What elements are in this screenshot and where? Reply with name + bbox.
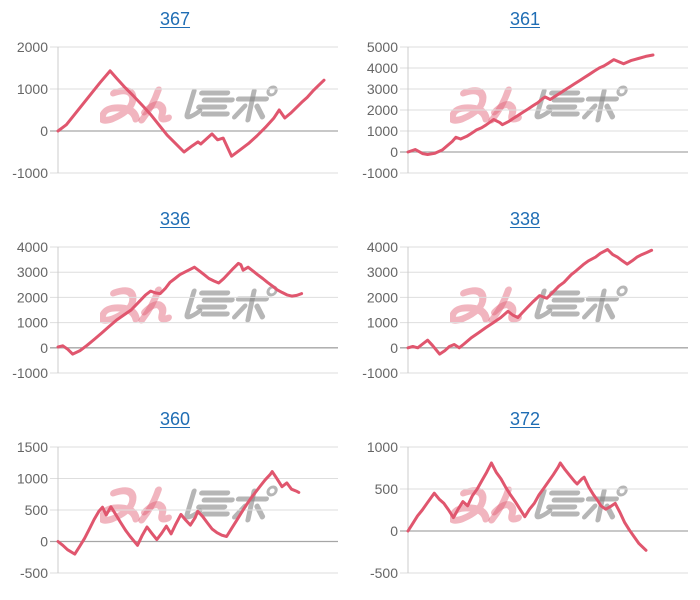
payout-line-series xyxy=(56,69,326,158)
y-axis-tick-label: -500 xyxy=(370,565,398,581)
y-axis-tick-label: 1500 xyxy=(17,439,48,455)
line-chart-336: 4000 3000 2000 1000 0 -1000 xyxy=(12,239,338,381)
y-axis-tick-label: -1000 xyxy=(362,165,398,181)
line-chart-338: 4000 3000 2000 1000 0 -1000 xyxy=(362,239,688,381)
chart-title-link-372[interactable]: 372 xyxy=(509,409,541,429)
y-axis-tick-label: -1000 xyxy=(12,165,48,181)
y-axis-tick-label: -500 xyxy=(20,565,48,581)
chart-cell-361: 361 5000 4000 3000 2000 1000 0 -1000 xyxy=(350,0,700,200)
chart-title-link-361[interactable]: 361 xyxy=(509,9,541,29)
y-axis-tick-label: 1000 xyxy=(17,81,48,97)
y-axis-tick-label: -1000 xyxy=(12,365,48,381)
chart-cell-338: 338 4000 3000 2000 1000 0 -1000 xyxy=(350,200,700,400)
y-axis-tick-label: 3000 xyxy=(17,264,48,280)
y-axis-tick-label: 0 xyxy=(390,340,398,356)
y-axis-tick-label: 500 xyxy=(25,502,49,518)
payout-line-series xyxy=(56,470,301,556)
y-axis-tick-label: 0 xyxy=(390,144,398,160)
line-chart-360: 1500 1000 500 0 -500 xyxy=(17,439,338,581)
y-axis-tick-label: 2000 xyxy=(367,102,398,118)
y-axis-tick-label: 1000 xyxy=(17,315,48,331)
y-axis-tick-label: 1000 xyxy=(367,439,398,455)
payout-line-series xyxy=(56,261,304,356)
chart-title-link-336[interactable]: 336 xyxy=(159,209,191,229)
line-chart-361: 5000 4000 3000 2000 1000 0 -1000 xyxy=(362,39,688,181)
y-axis-tick-label: 0 xyxy=(40,340,48,356)
y-axis-tick-label: 4000 xyxy=(17,239,48,255)
y-axis-tick-label: 0 xyxy=(390,523,398,539)
payout-line-series xyxy=(406,53,655,156)
y-axis-tick-label: -1000 xyxy=(362,365,398,381)
chart-cell-336: 336 4000 3000 2000 1000 0 -1000 xyxy=(0,200,350,400)
chart-cell-372: 372 1000 500 0 -500 xyxy=(350,400,700,600)
y-axis-tick-label: 1000 xyxy=(367,123,398,139)
y-axis-tick-label: 2000 xyxy=(17,39,48,55)
y-axis-tick-label: 2000 xyxy=(17,289,48,305)
chart-title-link-338[interactable]: 338 xyxy=(509,209,541,229)
y-axis-tick-label: 0 xyxy=(40,123,48,139)
y-axis-tick-label: 4000 xyxy=(367,239,398,255)
line-chart-367: 2000 1000 0 -1000 xyxy=(12,39,338,181)
payout-line-series xyxy=(406,461,648,552)
y-axis-tick-label: 500 xyxy=(375,481,399,497)
y-axis-tick-label: 3000 xyxy=(367,264,398,280)
chart-title-link-367[interactable]: 367 xyxy=(159,9,191,29)
y-axis-tick-label: 0 xyxy=(40,534,48,550)
y-axis-tick-label: 1000 xyxy=(367,315,398,331)
chart-title-link-360[interactable]: 360 xyxy=(159,409,191,429)
payout-line-series xyxy=(406,248,654,356)
y-axis-tick-label: 3000 xyxy=(367,81,398,97)
y-axis-tick-label: 2000 xyxy=(367,289,398,305)
chart-cell-360: 360 1500 1000 500 0 -500 xyxy=(0,400,350,600)
line-chart-372: 1000 500 0 -500 xyxy=(367,439,688,581)
chart-cell-367: 367 2000 1000 0 -1000 xyxy=(0,0,350,200)
y-axis-tick-label: 4000 xyxy=(367,60,398,76)
y-axis-tick-label: 1000 xyxy=(17,471,48,487)
y-axis-tick-label: 5000 xyxy=(367,39,398,55)
